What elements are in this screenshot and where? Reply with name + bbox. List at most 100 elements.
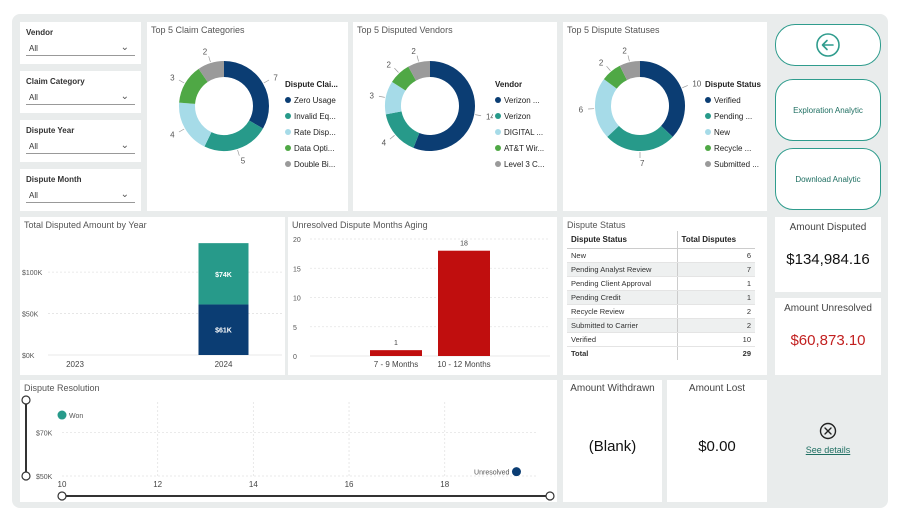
donut-slice-1[interactable] <box>639 61 685 137</box>
column-header[interactable]: Dispute Status <box>567 231 678 249</box>
legend-item[interactable]: Pending ... <box>705 108 761 124</box>
legend-item[interactable]: Verizon <box>495 108 544 124</box>
legend-item[interactable]: New <box>705 124 761 140</box>
table-row[interactable]: Pending Client Approval 1 <box>567 276 755 291</box>
donut-slice-3[interactable] <box>179 102 212 147</box>
top-claim-categories-card[interactable]: Top 5 Claim Categories 7 5 4 3 2 Dispute Cla… <box>147 22 348 211</box>
claim-category-dropdown[interactable]: All ⌄ <box>26 91 135 105</box>
legend-item[interactable]: Verizon ... <box>495 92 544 108</box>
donut-data-label: 2 <box>203 48 208 57</box>
legend-item[interactable]: Submitted ... <box>705 156 761 172</box>
table-total-row: Total 29 <box>567 345 755 360</box>
scatter-point[interactable] <box>511 467 521 477</box>
y-tick-label: $100K <box>22 270 43 277</box>
months-aging-chart[interactable]: 0 5 10 15 20 1 7 - 9 Months 18 10 - 12 Months <box>288 217 557 375</box>
vendor-dropdown[interactable]: All ⌄ <box>26 42 135 56</box>
dispute-resolution-card[interactable]: Dispute Resolution 10 12 14 16 18 $50K $70K Won… <box>20 380 557 502</box>
leader-line <box>627 55 630 62</box>
table-row[interactable]: Pending Credit 1 <box>567 290 755 305</box>
table-row[interactable]: Submitted to Carrier 2 <box>567 318 755 333</box>
donut-slice-2[interactable] <box>385 110 420 148</box>
dispute-resolution-chart[interactable]: 10 12 14 16 18 $50K $70K Won Unresolved <box>20 380 557 502</box>
x-slider-handle[interactable] <box>545 491 555 501</box>
leader-line <box>378 95 385 98</box>
dispute-year-dropdown[interactable]: All ⌄ <box>26 140 135 154</box>
y-slider-handle[interactable] <box>21 471 31 481</box>
legend-item[interactable]: AT&T Wir... <box>495 140 544 156</box>
top-disputed-vendors-card[interactable]: Top 5 Disputed Vendors 14 4 3 2 2 Vendor Veri… <box>353 22 557 211</box>
legend-item[interactable]: Rate Disp... <box>285 124 338 140</box>
see-details-link[interactable]: See details <box>805 445 851 455</box>
donut-data-label: 5 <box>241 156 246 165</box>
bar[interactable] <box>438 250 490 356</box>
legend-item[interactable]: Level 3 C... <box>495 156 544 172</box>
dispute-status-table-card[interactable]: Dispute Status Dispute Status Total Dispu… <box>563 217 767 375</box>
y-tick-label: $70K <box>36 430 53 437</box>
y-slider-handle[interactable] <box>21 395 31 405</box>
slicer-label: Dispute Month <box>26 175 82 184</box>
dispute-month-slicer[interactable]: Dispute Month All ⌄ <box>20 169 141 211</box>
legend-dot <box>495 113 501 119</box>
legend-item[interactable]: Data Opti... <box>285 140 338 156</box>
chevron-down-icon: ⌄ <box>120 42 129 53</box>
donut-slice-3[interactable] <box>385 81 406 115</box>
donut-slice-4[interactable] <box>179 68 209 105</box>
dispute-status-table[interactable]: Dispute Status Total Disputes New 6 Pending … <box>567 231 755 360</box>
donut-slice-4[interactable] <box>603 65 628 90</box>
months-aging-card[interactable]: Unresolved Dispute Months Aging 0 5 10 15 20… <box>288 217 557 375</box>
x-tick-label: 14 <box>249 480 258 489</box>
donut-slice-5[interactable] <box>198 61 225 83</box>
legend-item[interactable]: Double Bi... <box>285 156 338 172</box>
donut-slice-1[interactable] <box>413 61 475 151</box>
kpi-value: (Blank) <box>588 438 637 455</box>
legend-dot <box>285 113 291 119</box>
table-row[interactable]: Verified 10 <box>567 332 755 347</box>
table-row[interactable]: Recycle Review 2 <box>567 304 755 319</box>
visual-error-card: See details <box>775 380 881 502</box>
exploration-analytic-button[interactable]: Exploration Analytic <box>775 79 881 141</box>
disputed-amount-chart[interactable]: $0K $50K $100K 2023 $61K $74K 2024 <box>20 217 285 375</box>
donut-slice-2[interactable] <box>607 125 673 151</box>
vendor-slicer[interactable]: Vendor All ⌄ <box>20 22 141 64</box>
download-analytic-button[interactable]: Download Analytic <box>775 148 881 210</box>
column-header[interactable]: Total Disputes <box>676 231 755 249</box>
table-row[interactable]: New 6 <box>567 248 755 263</box>
donut-slice-5[interactable] <box>619 61 641 81</box>
disputed-amount-by-year-card[interactable]: Total Disputed Amount by Year $0K $50K $10… <box>20 217 285 375</box>
legend-item[interactable]: DIGITAL ... <box>495 124 544 140</box>
claim-category-slicer[interactable]: Claim Category All ⌄ <box>20 71 141 113</box>
total-value: 29 <box>676 345 755 360</box>
bar[interactable] <box>370 350 422 356</box>
table-row[interactable]: Pending Analyst Review 7 <box>567 262 755 277</box>
bar-segment[interactable] <box>198 243 249 305</box>
bar-segment[interactable] <box>198 304 249 355</box>
slicer-label: Vendor <box>26 28 54 37</box>
donut-slice-4[interactable] <box>392 66 417 91</box>
top-dispute-statuses-card[interactable]: Top 5 Dispute Statuses 10 7 6 2 2 Dispute St… <box>563 22 767 211</box>
status-cell: New <box>567 248 678 263</box>
legend-label: New <box>714 127 731 137</box>
legend-item[interactable]: Verified <box>705 92 761 108</box>
back-button[interactable] <box>775 24 881 66</box>
donut-data-label: 14 <box>486 113 493 122</box>
disputed-vendors-donut[interactable]: 14 4 3 2 2 <box>353 42 493 202</box>
donut-slice-5[interactable] <box>408 61 431 81</box>
legend-item[interactable]: Recycle ... <box>705 140 761 156</box>
y-tick-label: 10 <box>293 296 301 303</box>
legend-item[interactable]: Zero Usage <box>285 92 338 108</box>
claim-categories-donut[interactable]: 7 5 4 3 2 <box>147 42 287 202</box>
card-title: Top 5 Disputed Vendors <box>357 25 453 35</box>
dispute-month-dropdown[interactable]: All ⌄ <box>26 189 135 203</box>
scatter-point[interactable] <box>57 410 67 420</box>
x-slider-handle[interactable] <box>57 491 67 501</box>
donut-slice-3[interactable] <box>595 79 620 137</box>
donut-slice-1[interactable] <box>223 61 269 129</box>
legend-label: Verizon ... <box>504 95 540 105</box>
donut-slice-2[interactable] <box>204 120 263 151</box>
card-title: Top 5 Dispute Statuses <box>567 25 660 35</box>
dispute-year-slicer[interactable]: Dispute Year All ⌄ <box>20 120 141 162</box>
legend-item[interactable]: Invalid Eq... <box>285 108 338 124</box>
kpi-title: Amount Lost <box>688 383 746 394</box>
card-title: Dispute Status <box>567 220 626 230</box>
dispute-statuses-donut[interactable]: 10 7 6 2 2 <box>563 42 703 202</box>
